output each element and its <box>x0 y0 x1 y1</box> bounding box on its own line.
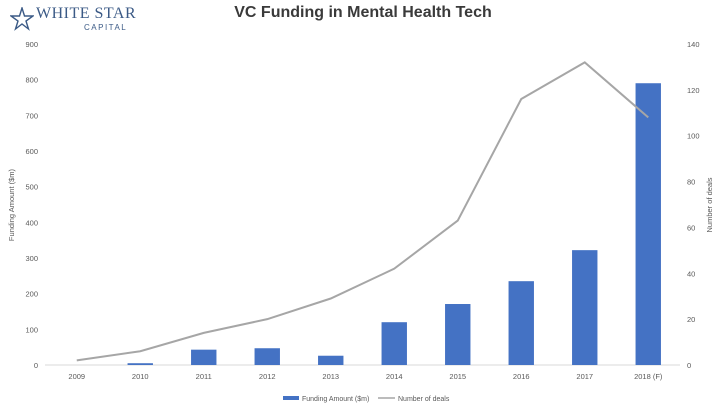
left-axis-label: Funding Amount ($m) <box>7 168 16 241</box>
legend-funding-label: Funding Amount ($m) <box>302 396 369 403</box>
x-tick-label: 2013 <box>322 372 339 381</box>
right-axis-label: Number of deals <box>705 177 714 232</box>
x-tick-label: 2015 <box>449 372 466 381</box>
legend: Funding Amount ($m) Number of deals <box>283 396 450 403</box>
funding-bar <box>191 349 217 365</box>
funding-bars <box>127 83 661 365</box>
white-star-capital-logo: WHITE STAR CAPITAL <box>8 5 158 39</box>
x-tick-label: 2009 <box>68 372 85 381</box>
funding-bar <box>254 348 280 365</box>
star-logo-icon <box>10 7 34 31</box>
funding-bar <box>318 355 344 365</box>
right-tick-label: 20 <box>687 315 695 324</box>
funding-bar <box>572 250 598 365</box>
left-tick-label: 400 <box>25 218 38 227</box>
logo-name: WHITE STAR <box>36 5 137 22</box>
legend-funding-swatch <box>283 396 299 400</box>
left-tick-label: 0 <box>34 361 38 370</box>
left-tick-label: 300 <box>25 254 38 263</box>
left-tick-label: 100 <box>25 325 38 334</box>
left-tick-label: 200 <box>25 290 38 299</box>
right-tick-label: 100 <box>687 132 700 141</box>
legend-deals-label: Number of deals <box>398 396 450 403</box>
left-tick-label: 800 <box>25 76 38 85</box>
funding-bar <box>508 281 534 365</box>
left-axis-ticks: 0 100 200 300 400 500 600 700 800 900 <box>25 40 38 370</box>
right-tick-label: 120 <box>687 86 700 95</box>
x-axis-ticks: 2009 2010 2011 2012 2013 2014 2015 2016 2017 2018… <box>68 372 663 381</box>
x-tick-label: 2012 <box>259 372 276 381</box>
x-tick-label: 2014 <box>386 372 403 381</box>
chart-title: VC Funding in Mental Health Tech <box>234 4 491 21</box>
right-tick-label: 80 <box>687 178 695 187</box>
x-tick-label: 2011 <box>196 372 212 381</box>
left-tick-label: 500 <box>25 183 38 192</box>
deals-line <box>76 61 649 362</box>
funding-bar <box>127 363 153 365</box>
funding-bar <box>445 304 471 365</box>
logo-subtitle: CAPITAL <box>84 23 128 32</box>
x-tick-label: 2017 <box>576 372 593 381</box>
left-tick-label: 600 <box>25 147 38 156</box>
funding-bar <box>381 322 407 365</box>
right-axis-ticks: 0 20 40 60 80 100 120 140 <box>687 40 700 370</box>
right-tick-label: 140 <box>687 40 700 49</box>
x-tick-label: 2010 <box>132 372 149 381</box>
funding-bar <box>635 83 661 365</box>
x-tick-label: 2016 <box>513 372 530 381</box>
right-tick-label: 40 <box>687 269 695 278</box>
left-tick-label: 700 <box>25 111 38 120</box>
right-tick-label: 60 <box>687 223 695 232</box>
left-tick-label: 900 <box>25 40 38 49</box>
x-tick-label: 2018 (F) <box>634 372 663 381</box>
right-tick-label: 0 <box>687 361 691 370</box>
